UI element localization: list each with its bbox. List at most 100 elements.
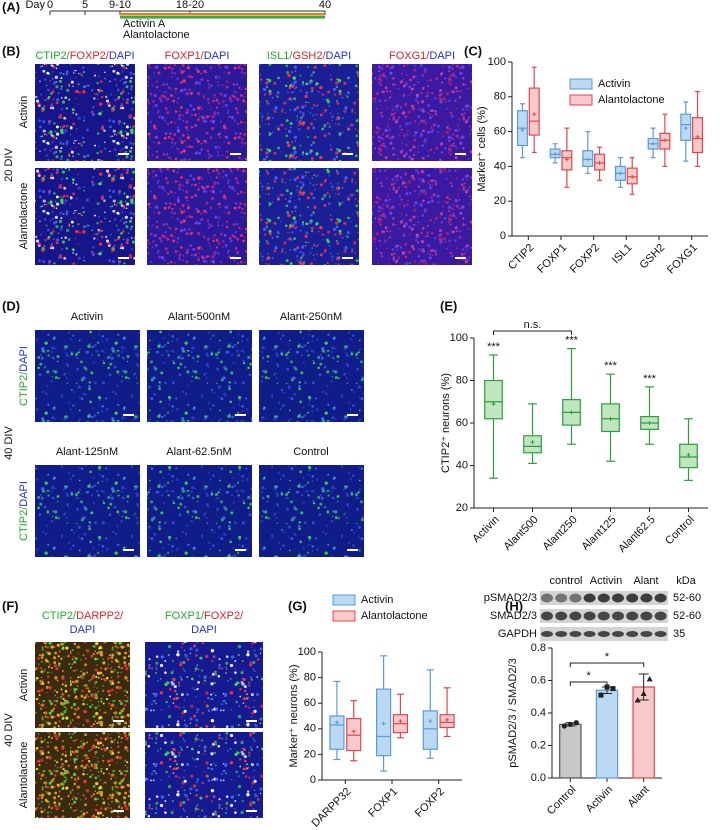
tile-label: Alant-125nM (56, 446, 118, 458)
x-tick-label: Alant500 (501, 514, 540, 553)
significance: *** (565, 335, 579, 347)
box (528, 87, 540, 136)
significance: *** (643, 373, 657, 385)
blot-band (555, 631, 568, 637)
y-tick-label: 0.0 (531, 772, 546, 784)
y-axis-label: CTIP2⁺ neurons (%) (440, 373, 452, 473)
box (346, 717, 362, 752)
x-tick-label: Control (545, 784, 579, 818)
x-tick-label: FOXP1 (535, 242, 569, 276)
y-tick-label: 40 (304, 723, 316, 735)
stain-segment: FOXP2/ (204, 610, 244, 622)
band-label: SMAD2/3 (490, 610, 537, 622)
y-tick-label: 40 (456, 459, 468, 471)
mean-marker (520, 127, 525, 132)
stain-label: FOXP1/FOXP2/ (165, 610, 244, 622)
mean-marker (695, 134, 700, 139)
y-tick-label: 0.4 (531, 707, 546, 719)
mean-marker (651, 141, 656, 146)
row-label: 40 DIV (3, 426, 15, 460)
panel-label: (C) (464, 43, 482, 58)
micrograph (147, 330, 252, 422)
tile-label: Alant-62.5nM (166, 446, 231, 458)
legend-swatch (569, 94, 593, 106)
data-point (604, 684, 610, 690)
data-point (634, 697, 641, 703)
mean-marker (597, 160, 602, 165)
data-point (646, 675, 653, 682)
stain-label: FOXP1/DAPI (165, 50, 230, 62)
blot-band (612, 611, 624, 621)
y-tick-label: 0.6 (531, 674, 546, 686)
comparison-label: * (587, 670, 592, 682)
box (484, 379, 503, 420)
row-label: Alantolactone (18, 183, 30, 250)
y-axis-label: Marker⁺ cells (%) (476, 106, 488, 191)
stain-segment: CTIP2/ (18, 371, 30, 406)
mean-marker (351, 729, 356, 734)
micrograph (147, 465, 252, 557)
micrograph (147, 168, 247, 265)
box (422, 710, 438, 750)
micrograph (35, 64, 135, 161)
stain-segment: DAPI (109, 50, 135, 62)
y-tick-label: 100 (450, 332, 468, 344)
stain-segment: CTIP2/ (35, 50, 70, 62)
mean-marker (445, 717, 450, 722)
stain-segment: CTIP2/ (18, 506, 30, 541)
y-tick-label: 80 (494, 91, 506, 103)
panel-label: (G) (288, 598, 307, 613)
treatment-bar (120, 13, 325, 16)
y-tick-label: 0 (500, 230, 506, 242)
mean-marker (647, 421, 652, 425)
bar (595, 689, 619, 779)
comparison-bracket (569, 681, 608, 686)
mean-marker (662, 138, 667, 143)
blot-band (626, 631, 639, 637)
blot-band (597, 593, 610, 603)
blot-band (541, 593, 553, 603)
bar (559, 723, 582, 779)
band-label: GAPDH (498, 628, 537, 640)
y-tick-label: 60 (494, 126, 506, 138)
blot-band (626, 611, 639, 621)
blot-unit: kDa (676, 575, 696, 587)
stain-segment: DAPI (18, 346, 30, 372)
micrograph (259, 168, 359, 265)
x-tick-label: Control (663, 514, 697, 548)
blot-band (555, 611, 568, 621)
panel-label: (F) (2, 598, 19, 613)
panel-label: (B) (2, 43, 20, 58)
blot-band (654, 611, 667, 621)
data-point (567, 721, 573, 727)
y-tick-label: 20 (304, 748, 316, 760)
mean-marker (683, 126, 688, 131)
blot-band (583, 631, 596, 637)
x-tick-label: GSH2 (637, 242, 667, 272)
micrograph (259, 64, 359, 161)
legend-label: Activin (361, 594, 393, 606)
stain-label: ISL1/GSH2/DAPI (267, 50, 351, 62)
stain-label: CTIP2/FOXP2/DAPI (35, 50, 134, 62)
blot-band (597, 631, 610, 637)
mean-marker (608, 416, 613, 421)
legend-label: Alantolactone (598, 94, 665, 106)
stain-segment: DAPI (18, 481, 30, 507)
band-kda: 52-60 (673, 610, 701, 622)
mean-marker (686, 452, 691, 457)
stain-segment: FOXG1/ (389, 50, 430, 62)
timeline-label: Day (25, 0, 45, 11)
timeline-tick-label: 5 (82, 0, 88, 11)
y-tick-label: 20 (494, 195, 506, 207)
x-tick-label: FOXG1 (665, 242, 700, 277)
row-label: 20 DIV (3, 148, 15, 182)
stain-label: DAPI (191, 624, 217, 636)
y-tick-label: 100 (298, 646, 316, 658)
data-point (610, 686, 616, 692)
legend-label: Alantolactone (361, 610, 428, 622)
x-tick-label: Alant62.5 (616, 514, 657, 555)
micrograph (259, 465, 364, 557)
blot-band (597, 611, 610, 621)
timeline-tick-label: 9-10 (109, 0, 131, 11)
